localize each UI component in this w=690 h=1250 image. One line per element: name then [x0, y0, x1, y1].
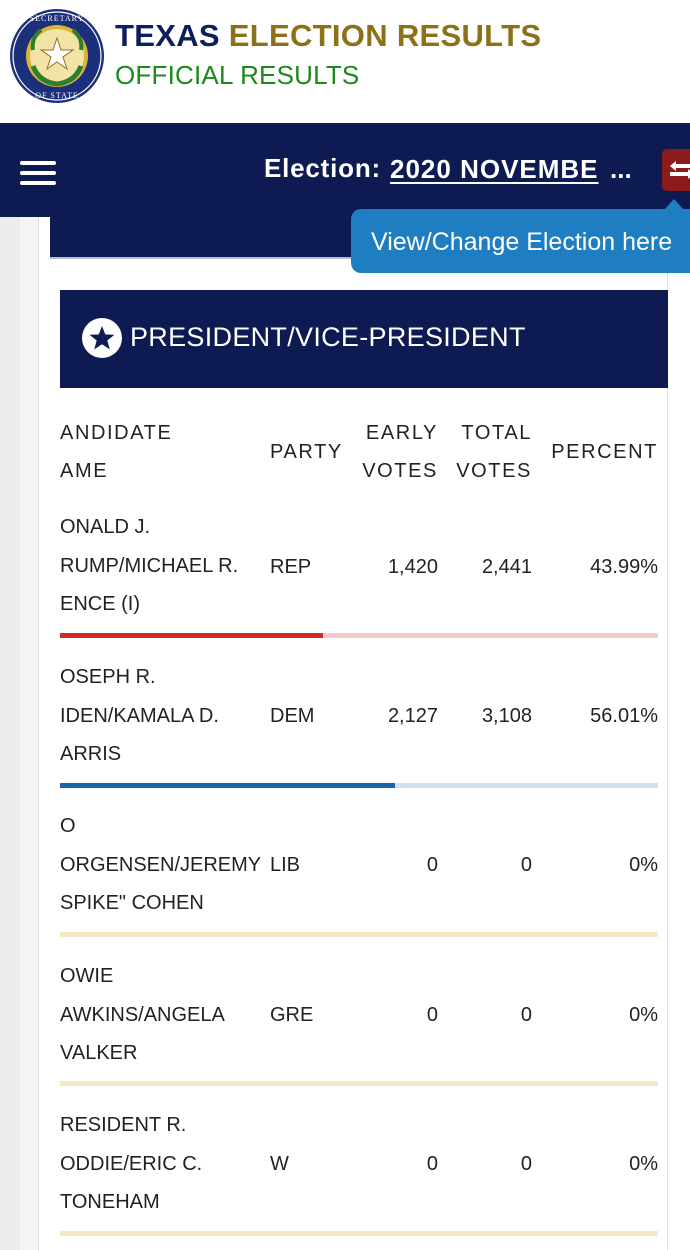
party-cell: REP: [270, 556, 312, 578]
svg-text:OF STATE: OF STATE: [35, 91, 79, 100]
total-votes-cell: 2,441: [481, 556, 532, 578]
candidate-name-line: RUMP/MICHAEL R.: [60, 554, 239, 577]
column-header-candidate-line1: ANDIDATE: [60, 422, 173, 444]
party-cell: DEM: [270, 705, 315, 727]
total-votes-cell: 0: [520, 1153, 532, 1175]
early-votes-cell: 1,420: [387, 556, 438, 578]
vote-share-bar: [60, 1231, 658, 1236]
party-cell: W: [270, 1153, 289, 1175]
election-name-ellipsis: ...: [610, 154, 632, 184]
race-header: [60, 290, 668, 388]
site-header: SECRETARY OF STATE TEXAS ELECTION RESULT…: [0, 0, 690, 123]
percent-cell: 0%: [629, 1004, 658, 1026]
column-header-early-line2: VOTES: [362, 460, 438, 482]
change-election-button[interactable]: [662, 149, 690, 191]
candidate-name-line: ORGENSEN/JEREMY: [60, 853, 260, 876]
change-election-tooltip[interactable]: View/Change Election here: [351, 209, 690, 273]
candidate-name-line: OSEPH R.: [60, 666, 156, 688]
swap-arrows-icon: [670, 161, 690, 179]
svg-text:SECRETARY: SECRETARY: [30, 14, 85, 23]
column-header-party[interactable]: PARTY: [270, 441, 343, 463]
party-cell: GRE: [270, 1004, 314, 1026]
tooltip-arrow: [664, 199, 684, 210]
early-votes-cell: 0: [426, 854, 438, 876]
site-subtitle: OFFICIAL RESULTS: [115, 60, 360, 90]
candidate-name-line: ONALD J.: [60, 516, 151, 538]
candidate-name-line: O: [60, 815, 76, 837]
column-header-early-votes[interactable]: EARLY VOTES: [362, 414, 438, 490]
candidate-name-line: ARRIS: [60, 743, 122, 765]
early-votes-cell: 0: [426, 1004, 438, 1026]
column-header-total-line1: TOTAL: [461, 422, 532, 444]
column-header-percent[interactable]: PERCENT: [551, 441, 658, 463]
vote-share-bar: [60, 783, 658, 788]
column-header-total-votes[interactable]: TOTAL VOTES: [456, 414, 532, 490]
early-votes-cell: 0: [426, 1153, 438, 1175]
candidate-name-line: RESIDENT R.: [60, 1114, 187, 1136]
percent-cell: 56.01%: [590, 705, 658, 727]
percent-cell: 0%: [629, 854, 658, 876]
party-cell: LIB: [270, 854, 301, 876]
column-header-candidate-name[interactable]: ANDIDATE AME: [60, 414, 172, 490]
vote-share-bar: [60, 1081, 658, 1086]
page-gutter: [0, 217, 20, 1250]
site-title-texas: TEXAS: [115, 18, 220, 53]
vote-share-bar: [60, 932, 658, 937]
column-header-early-line1: EARLY: [365, 422, 438, 444]
candidate-name: ONALD J. RUMP/MICHAEL R. ENCE (I): [60, 508, 260, 624]
top-navbar: Election: 2020 NOVEMBE ...: [0, 123, 690, 217]
percent-cell: 43.99%: [590, 556, 658, 578]
vote-share-bar: [60, 633, 658, 638]
candidate-name-line: VALKER: [60, 1042, 138, 1064]
candidate-name-line: OWIE: [60, 965, 114, 987]
race-title: PRESIDENT/VICE-PRESIDENT: [130, 322, 526, 352]
candidate-name: O ORGENSEN/JEREMY SPIKE" COHEN: [60, 807, 260, 923]
election-name-link[interactable]: 2020 NOVEMBE: [390, 154, 599, 184]
candidate-name-line: ODDIE/ERIC C.: [60, 1152, 203, 1175]
hamburger-menu-icon[interactable]: [20, 161, 56, 187]
column-header-total-line2: VOTES: [456, 460, 532, 482]
card-shadow: [20, 217, 38, 1250]
vote-share-bar-fill: [60, 633, 324, 638]
candidate-name-line: SPIKE" COHEN: [60, 892, 204, 914]
early-votes-cell: 2,127: [387, 705, 438, 727]
results-card: [38, 217, 668, 1250]
texas-seal-logo: SECRETARY OF STATE: [9, 8, 105, 104]
candidate-name: RESIDENT R. ODDIE/ERIC C. TONEHAM: [60, 1106, 260, 1222]
total-votes-cell: 0: [520, 854, 532, 876]
column-header-candidate-line2: AME: [60, 460, 109, 482]
site-title[interactable]: TEXAS ELECTION RESULTS: [115, 18, 541, 54]
candidate-name: OWIE AWKINS/ANGELA VALKER: [60, 957, 260, 1073]
vote-share-bar-fill: [60, 783, 395, 788]
site-title-election-results: ELECTION RESULTS: [228, 18, 542, 53]
candidate-name-line: ENCE (I): [60, 593, 140, 615]
percent-cell: 0%: [629, 1153, 658, 1175]
total-votes-cell: 3,108: [481, 705, 532, 727]
candidate-name-line: TONEHAM: [60, 1191, 160, 1213]
total-votes-cell: 0: [520, 1004, 532, 1026]
candidate-name-line: AWKINS/ANGELA: [60, 1003, 225, 1026]
star-icon: [82, 318, 122, 358]
candidate-name: OSEPH R. IDEN/KAMALA D. ARRIS: [60, 658, 260, 774]
candidate-name-line: IDEN/KAMALA D.: [60, 704, 219, 727]
election-label: Election:: [264, 153, 381, 183]
